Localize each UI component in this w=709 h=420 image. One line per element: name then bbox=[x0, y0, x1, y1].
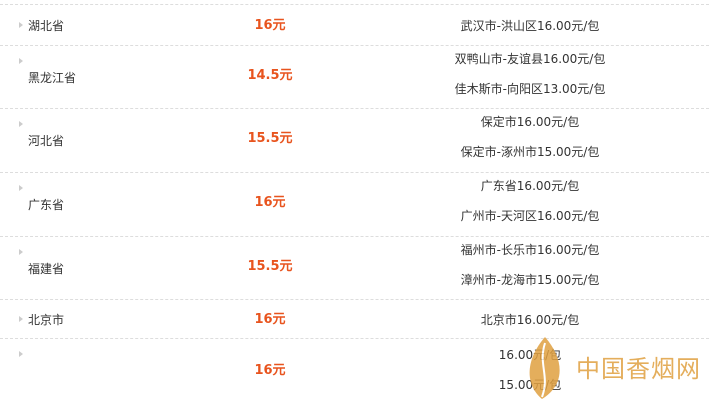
expand-arrow-icon[interactable] bbox=[19, 121, 23, 127]
price-value: 16元 bbox=[254, 363, 286, 378]
price-value: 15.5元 bbox=[247, 259, 293, 274]
province-name: 湖北省 bbox=[28, 18, 65, 33]
price-value: 14.5元 bbox=[247, 68, 293, 83]
store-prices: 16.00元/包 15.00元/包 bbox=[420, 347, 640, 407]
store-price: 保定市16.00元/包 bbox=[480, 115, 580, 129]
price-value: 16元 bbox=[254, 195, 286, 210]
store-prices: 保定市16.00元/包保定市-涿州市15.00元/包 bbox=[420, 114, 640, 174]
store-prices: 广东省16.00元/包广州市-天河区16.00元/包 bbox=[420, 178, 640, 238]
store-prices: 双鸭山市-友谊县16.00元/包 佳木斯市-向阳区13.00元/包 bbox=[420, 51, 640, 111]
store-price: 福州市-长乐市16.00元/包 bbox=[460, 243, 600, 257]
expand-arrow-icon[interactable] bbox=[19, 249, 23, 255]
expand-arrow-icon[interactable] bbox=[19, 351, 23, 357]
province-name: 福建省 bbox=[28, 262, 65, 276]
store-price: 武汉市-洪山区16.00元/包 bbox=[460, 18, 600, 33]
store-price: 16.00元/包 bbox=[498, 348, 562, 362]
expand-arrow-icon[interactable] bbox=[19, 21, 23, 28]
price-value: 16元 bbox=[254, 17, 286, 33]
store-price: 漳州市-龙海市15.00元/包 bbox=[460, 273, 600, 287]
table-row: 黑龙江省 14.5元 双鸭山市-友谊县16.00元/包 佳木斯市-向阳区13.00… bbox=[0, 45, 709, 108]
store-price: 北京市16.00元/包 bbox=[480, 312, 580, 327]
table-row: 北京市 16元 北京市16.00元/包 bbox=[0, 299, 709, 338]
store-prices: 北京市16.00元/包 bbox=[420, 312, 640, 342]
province-name: 广东省 bbox=[28, 198, 65, 212]
store-prices: 福州市-长乐市16.00元/包 漳州市-龙海市15.00元/包 bbox=[420, 242, 640, 302]
store-price: 广东省16.00元/包 bbox=[480, 179, 580, 193]
price-value: 15.5元 bbox=[247, 131, 293, 146]
price-value: 16元 bbox=[254, 311, 286, 327]
province-name: 黑龙江省 bbox=[28, 71, 77, 85]
expand-arrow-icon[interactable] bbox=[19, 185, 23, 191]
store-price: 保定市-涿州市15.00元/包 bbox=[460, 145, 600, 159]
store-price: 15.00元/包 bbox=[498, 378, 562, 392]
province-name: 北京市 bbox=[28, 312, 65, 327]
expand-arrow-icon[interactable] bbox=[19, 315, 23, 322]
province-name: 河北省 bbox=[28, 134, 65, 148]
store-price: 佳木斯市-向阳区13.00元/包 bbox=[454, 82, 606, 96]
store-price: 双鸭山市-友谊县16.00元/包 bbox=[454, 52, 606, 66]
store-prices: 武汉市-洪山区16.00元/包 bbox=[420, 18, 640, 48]
table-row: 16元 16.00元/包 15.00元/包 bbox=[0, 338, 709, 420]
table-row: 湖北省 16元 武汉市-洪山区16.00元/包 bbox=[0, 4, 709, 45]
table-row: 广东省 16元 广东省16.00元/包广州市-天河区16.00元/包 bbox=[0, 172, 709, 236]
expand-arrow-icon[interactable] bbox=[19, 58, 23, 64]
table-row: 福建省 15.5元 福州市-长乐市16.00元/包 漳州市-龙海市15.00元/包 bbox=[0, 236, 709, 299]
store-price: 广州市-天河区16.00元/包 bbox=[460, 209, 600, 223]
table-row: 河北省 15.5元 保定市16.00元/包保定市-涿州市15.00元/包 bbox=[0, 108, 709, 172]
